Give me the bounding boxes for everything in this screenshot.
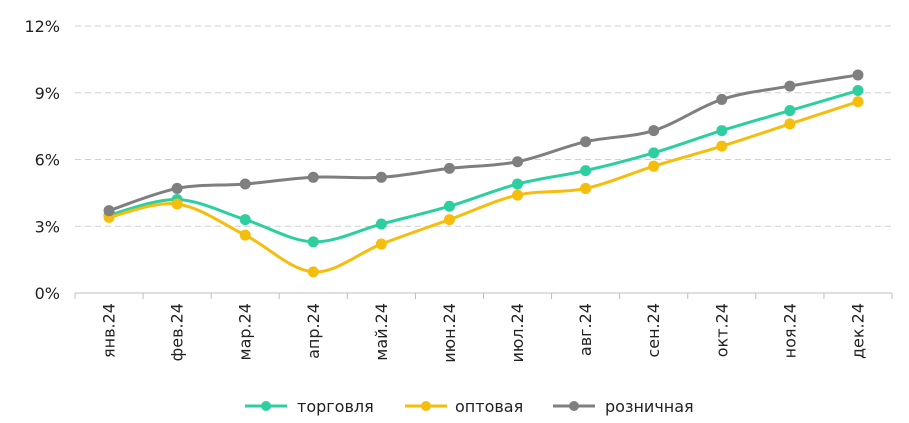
data-point	[512, 189, 524, 201]
y-tick-label: 0%	[35, 284, 60, 303]
data-point	[443, 214, 455, 226]
data-point	[239, 214, 251, 226]
data-point	[580, 165, 592, 177]
legend: торговля оптовая розничная	[245, 397, 694, 416]
y-axis-ticks: 0% 3% 6% 9% 12%	[24, 17, 60, 303]
y-tick-label: 6%	[35, 151, 60, 170]
legend-label: оптовая	[455, 397, 523, 416]
legend-marker	[569, 401, 579, 411]
x-tick-label: ноя.24	[780, 303, 799, 358]
x-tick-label: апр.24	[304, 303, 323, 359]
data-point	[580, 136, 592, 148]
data-point	[171, 182, 183, 194]
legend-item: розничная	[553, 397, 694, 416]
x-tick-label: мар.24	[236, 303, 255, 360]
grid-lines	[75, 25, 892, 294]
y-tick-label: 9%	[35, 84, 60, 103]
x-tick-label: окт.24	[712, 303, 731, 357]
y-tick-label: 12%	[24, 17, 60, 36]
x-tick-label: дек.24	[848, 303, 867, 359]
data-point	[103, 205, 115, 217]
data-point	[375, 238, 387, 250]
x-axis-ticks: янв.24 фев.24 мар.24 апр.24 май.24 июн.24 июл.…	[74, 293, 893, 363]
legend-label: розничная	[605, 397, 694, 416]
data-point	[307, 236, 319, 248]
legend-item: торговля	[245, 397, 374, 416]
x-tick-label: авг.24	[576, 303, 595, 356]
x-tick-label: июл.24	[508, 303, 527, 363]
data-point	[852, 96, 864, 108]
x-tick-label: май.24	[372, 303, 391, 361]
data-point	[307, 266, 319, 278]
data-point	[239, 178, 251, 190]
series-line	[108, 100, 859, 274]
data-point	[580, 182, 592, 194]
x-tick-label: янв.24	[100, 303, 119, 358]
data-point	[648, 147, 660, 159]
legend-marker	[421, 401, 431, 411]
data-point	[648, 160, 660, 172]
data-point	[443, 200, 455, 212]
y-tick-label: 3%	[35, 217, 60, 236]
legend-label: торговля	[297, 397, 374, 416]
data-point	[512, 156, 524, 168]
series-line	[108, 89, 859, 244]
data-point	[784, 80, 796, 92]
data-point	[716, 140, 728, 152]
x-tick-label: фев.24	[168, 303, 187, 361]
data-point	[852, 69, 864, 81]
x-tick-label: июн.24	[440, 303, 459, 363]
data-point	[648, 125, 660, 137]
data-point	[852, 85, 864, 97]
legend-item: оптовая	[405, 397, 523, 416]
x-tick-label: сен.24	[644, 303, 663, 358]
legend-marker	[261, 401, 271, 411]
data-point	[307, 171, 319, 183]
data-point	[716, 125, 728, 137]
series-line	[108, 73, 859, 213]
data-point	[784, 105, 796, 117]
data-point	[784, 118, 796, 130]
data-point	[375, 218, 387, 230]
data-point	[716, 93, 728, 105]
series-2	[103, 69, 864, 217]
data-point	[512, 178, 524, 190]
data-point	[239, 229, 251, 241]
data-point	[171, 198, 183, 210]
series-group	[103, 69, 864, 278]
data-point	[375, 171, 387, 183]
data-point	[443, 162, 455, 174]
